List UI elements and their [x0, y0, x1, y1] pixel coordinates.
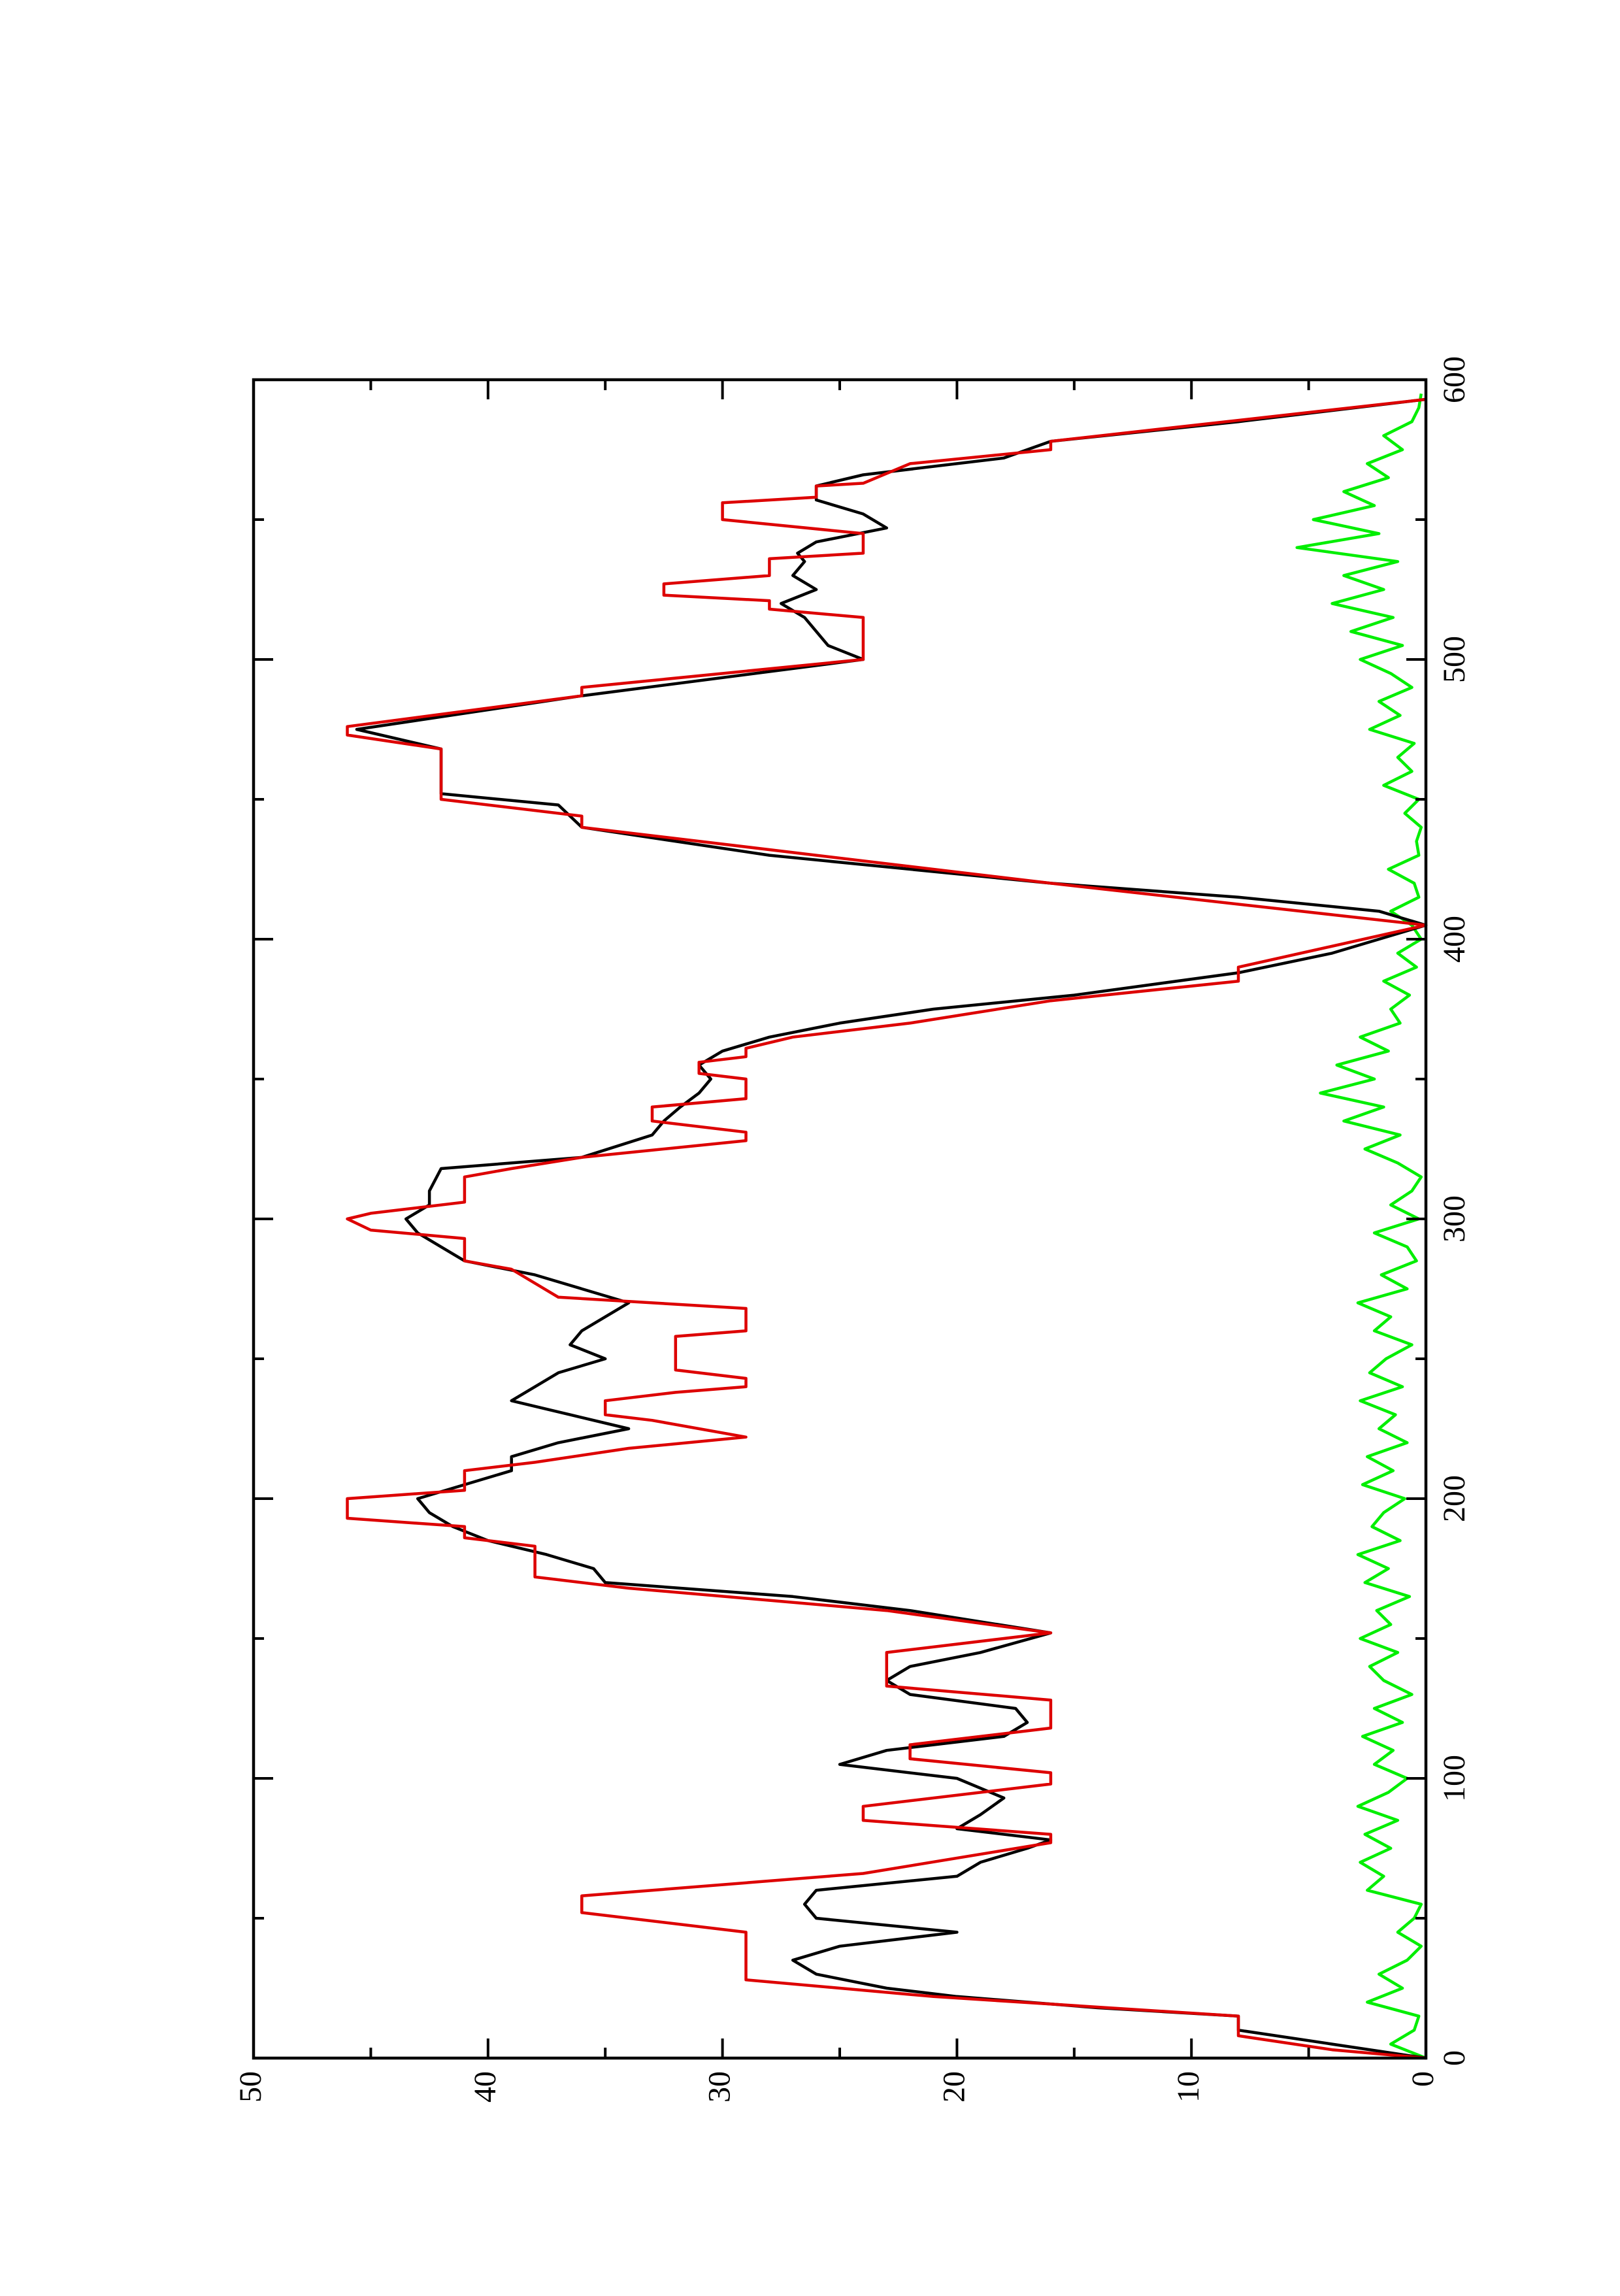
x-tick-label: 400: [1437, 916, 1472, 963]
data-line: [346, 397, 1428, 2060]
x-tick-label: 600: [1437, 356, 1472, 403]
y-tick-label: 40: [468, 2071, 503, 2103]
x-tick-label: 100: [1437, 1755, 1472, 1802]
x-tick-label: 0: [1437, 2050, 1472, 2066]
y-tick-label: 0: [1406, 2071, 1440, 2087]
data-line: [1295, 393, 1427, 2060]
plot-frame: [252, 378, 1428, 2060]
y-tick-label: 30: [703, 2071, 737, 2103]
data-line: [355, 397, 1428, 2060]
y-tick-label: 10: [1171, 2071, 1206, 2103]
y-tick-label: 20: [936, 2071, 971, 2103]
plot-area: 0 100 200 300 400 500 600 0 10 20 30 40 50: [233, 356, 1472, 2103]
y-tick-label: 50: [233, 2071, 268, 2103]
x-tick-label: 300: [1437, 1195, 1472, 1242]
x-tick-label: 200: [1437, 1475, 1472, 1522]
x-tick-label: 500: [1437, 636, 1472, 683]
